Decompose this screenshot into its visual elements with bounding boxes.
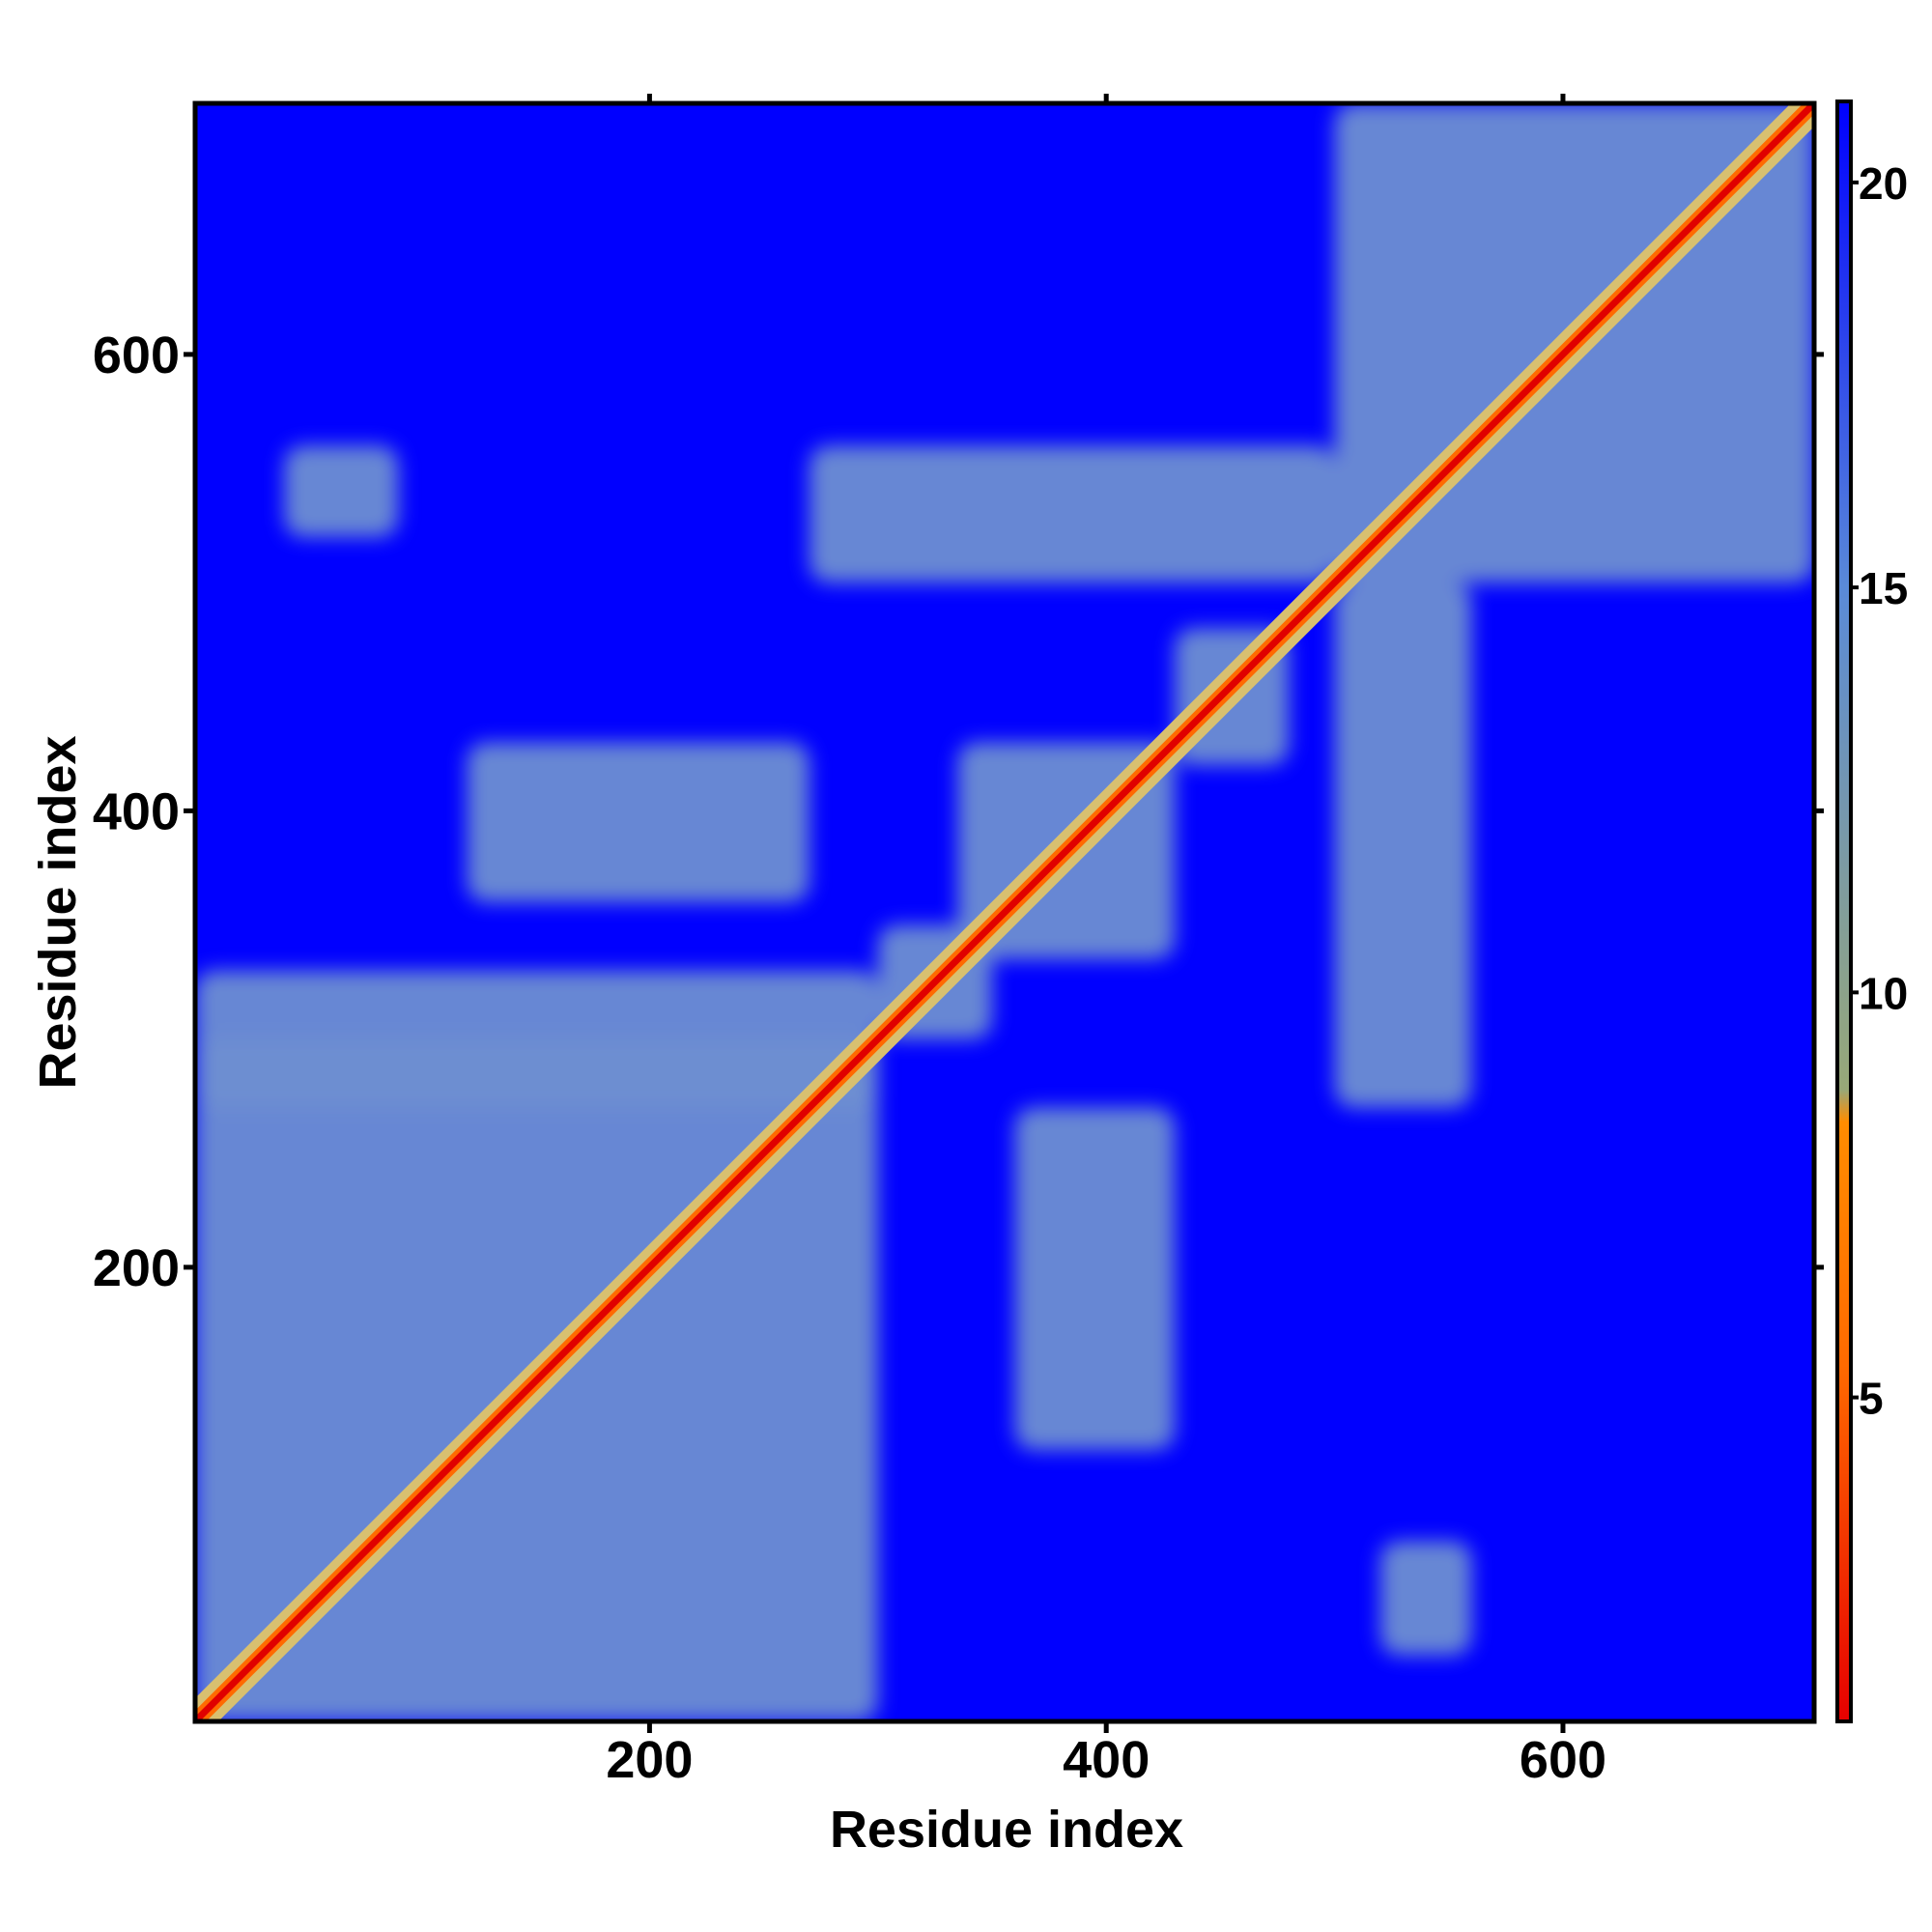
contact-region bbox=[467, 742, 810, 902]
y-axis-title: Residue index bbox=[29, 735, 87, 1089]
diagonal-band bbox=[195, 103, 1814, 1721]
x-tick-label: 600 bbox=[1520, 1731, 1606, 1789]
y-tick-label: 200 bbox=[93, 1239, 180, 1297]
x-tick-label: 200 bbox=[606, 1731, 693, 1789]
x-axis-ticks: 200 400 600 bbox=[606, 94, 1606, 1789]
x-axis-title: Residue index bbox=[830, 1801, 1183, 1859]
diagonal-line bbox=[195, 103, 1814, 1721]
contact-region bbox=[1014, 1107, 1176, 1450]
colorbar bbox=[1835, 99, 1853, 1723]
contact-region bbox=[284, 445, 399, 537]
contact-region bbox=[195, 970, 878, 1108]
colorbar-ticks: 5 10 15 20 bbox=[1851, 158, 1908, 1424]
colorbar-tick-label: 15 bbox=[1859, 563, 1908, 613]
y-tick-label: 400 bbox=[93, 782, 180, 840]
plot-frame bbox=[192, 100, 1817, 1724]
y-axis-ticks: 200 400 600 bbox=[93, 327, 1824, 1297]
colorbar-tick-label: 10 bbox=[1859, 968, 1908, 1018]
contact-region bbox=[1334, 582, 1472, 1108]
contact-region bbox=[1379, 1541, 1472, 1656]
colorbar-tick-label: 5 bbox=[1859, 1374, 1884, 1424]
y-tick-label: 600 bbox=[93, 327, 180, 384]
colorbar-tick-label: 20 bbox=[1859, 158, 1908, 209]
x-tick-label: 400 bbox=[1063, 1731, 1150, 1789]
contact-region bbox=[809, 445, 1335, 583]
